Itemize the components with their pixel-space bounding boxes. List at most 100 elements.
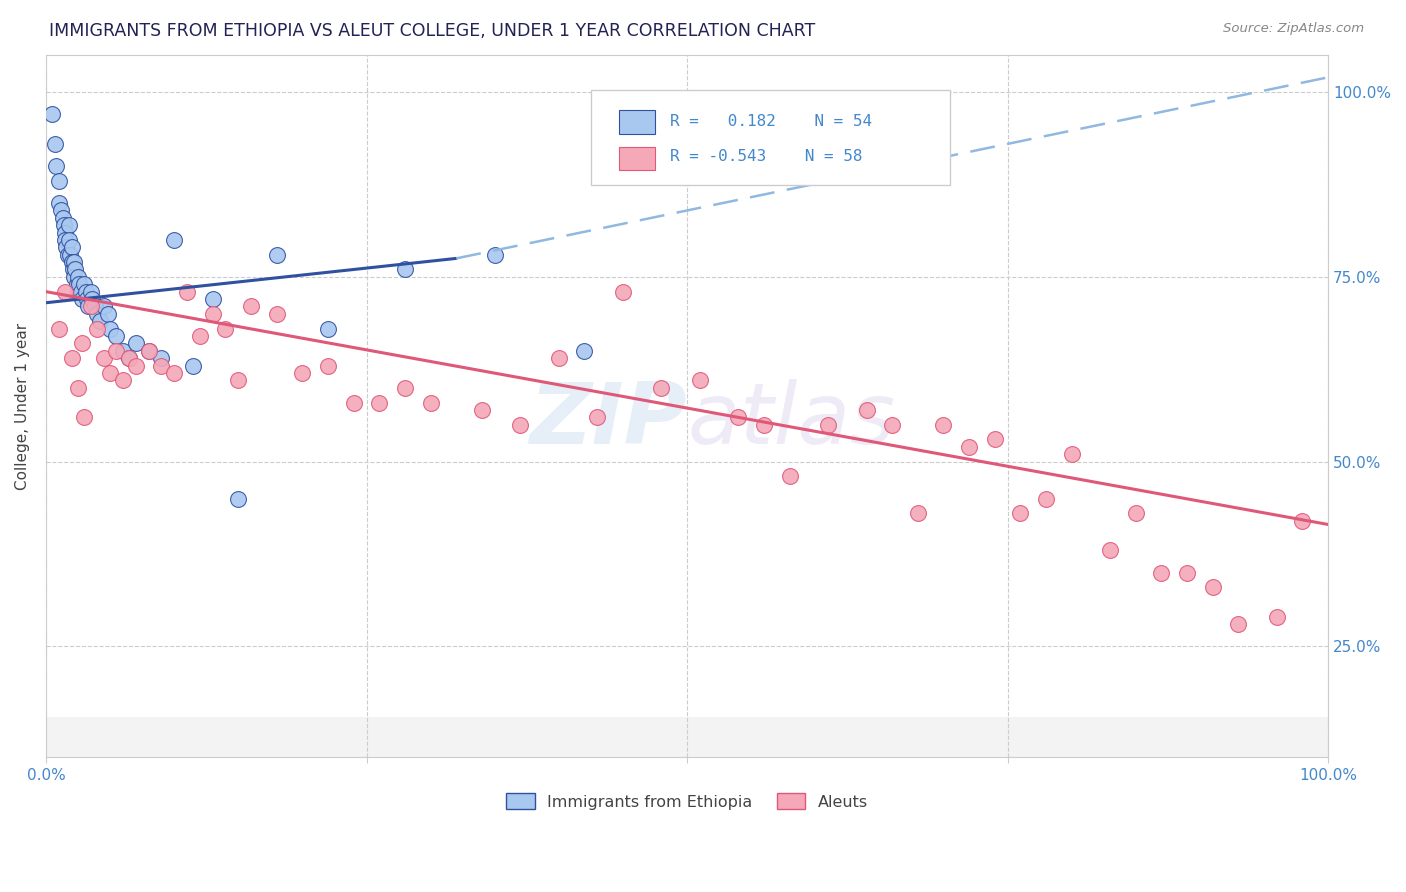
Text: atlas: atlas — [688, 379, 896, 462]
Text: R =   0.182    N = 54: R = 0.182 N = 54 — [671, 114, 873, 129]
Point — [53, 226, 76, 240]
Point — [214, 321, 236, 335]
Point — [93, 351, 115, 366]
Point — [343, 395, 366, 409]
Point — [93, 300, 115, 314]
Point — [69, 285, 91, 299]
Point — [83, 300, 105, 314]
FancyBboxPatch shape — [591, 90, 950, 185]
FancyBboxPatch shape — [619, 146, 655, 170]
Point — [65, 262, 87, 277]
Point — [44, 136, 66, 151]
Point — [56, 248, 79, 262]
Point — [98, 321, 121, 335]
Point — [1010, 507, 1032, 521]
FancyBboxPatch shape — [619, 111, 655, 134]
Point — [612, 285, 634, 299]
Point — [63, 269, 86, 284]
Point — [48, 321, 70, 335]
Point — [125, 336, 148, 351]
Point — [817, 417, 839, 432]
Point — [125, 359, 148, 373]
Point — [41, 107, 63, 121]
Legend: Immigrants from Ethiopia, Aleuts: Immigrants from Ethiopia, Aleuts — [499, 787, 875, 816]
Point — [52, 218, 75, 232]
Point — [73, 410, 96, 425]
Point — [984, 433, 1007, 447]
Y-axis label: College, Under 1 year: College, Under 1 year — [15, 323, 30, 490]
Point — [66, 381, 89, 395]
Point — [51, 203, 73, 218]
Point — [266, 307, 288, 321]
Point — [484, 248, 506, 262]
Point — [1202, 580, 1225, 594]
Point — [60, 240, 83, 254]
Point — [1125, 507, 1147, 521]
Point — [547, 351, 569, 366]
Point — [1175, 566, 1198, 580]
Point — [96, 307, 118, 321]
Point — [176, 285, 198, 299]
Point — [266, 248, 288, 262]
Point — [471, 403, 494, 417]
Point — [105, 343, 128, 358]
Point — [48, 174, 70, 188]
Point — [752, 417, 775, 432]
Point — [1150, 566, 1173, 580]
Point — [60, 351, 83, 366]
Point — [66, 269, 89, 284]
Text: ZIP: ZIP — [530, 379, 688, 462]
Point — [727, 410, 749, 425]
Point — [316, 321, 339, 335]
Point — [111, 343, 134, 358]
Point — [394, 381, 416, 395]
Point — [957, 440, 980, 454]
Point — [82, 292, 104, 306]
Point — [1035, 491, 1057, 506]
Point — [509, 417, 531, 432]
Point — [163, 366, 186, 380]
Point — [574, 343, 596, 358]
Point — [86, 307, 108, 321]
Point — [201, 307, 224, 321]
Point — [1060, 447, 1083, 461]
Point — [1227, 617, 1250, 632]
Point — [76, 292, 98, 306]
Point — [932, 417, 955, 432]
Point — [118, 351, 141, 366]
Point — [70, 336, 93, 351]
Point — [226, 491, 249, 506]
Point — [80, 300, 103, 314]
Point — [240, 300, 263, 314]
Point — [650, 381, 672, 395]
Point — [316, 359, 339, 373]
Point — [1291, 514, 1313, 528]
Point — [586, 410, 609, 425]
Point — [882, 417, 904, 432]
Point — [89, 314, 111, 328]
Point — [75, 285, 97, 299]
Point — [779, 469, 801, 483]
Point — [150, 359, 173, 373]
Point — [62, 262, 84, 277]
Point — [689, 373, 711, 387]
Point — [60, 255, 83, 269]
Point — [77, 300, 100, 314]
Point — [58, 233, 80, 247]
Point — [394, 262, 416, 277]
Point — [53, 233, 76, 247]
Point — [48, 196, 70, 211]
Point — [419, 395, 441, 409]
Point — [70, 292, 93, 306]
Point — [52, 211, 75, 225]
Point — [111, 373, 134, 387]
Point — [907, 507, 929, 521]
Point — [201, 292, 224, 306]
Point — [66, 285, 89, 299]
Point — [53, 285, 76, 299]
Bar — [46, 716, 1329, 757]
Point — [98, 366, 121, 380]
Point — [80, 285, 103, 299]
Point — [118, 351, 141, 366]
Point — [138, 343, 160, 358]
